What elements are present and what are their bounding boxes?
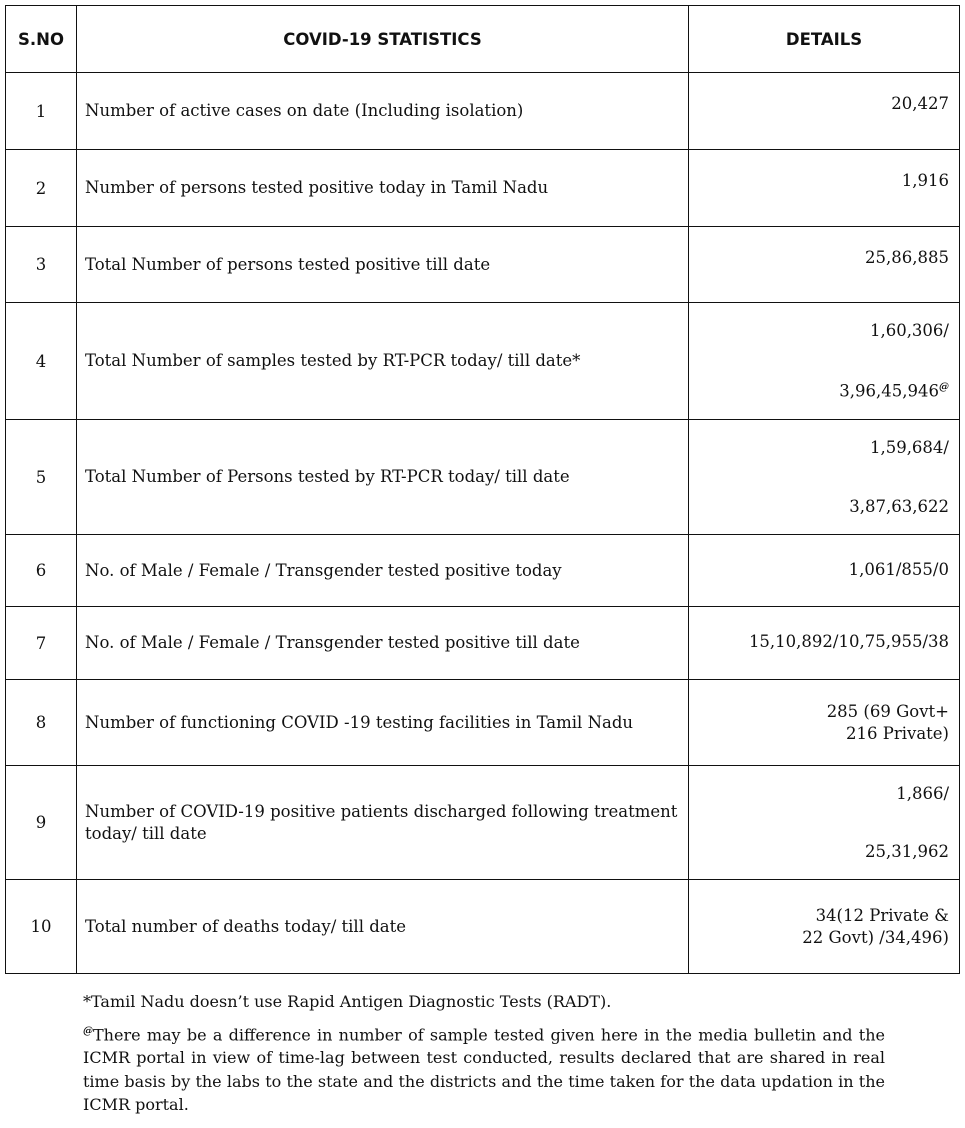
details-line: 1,60,306/ bbox=[870, 320, 949, 342]
row-label: Total number of deaths today/ till date bbox=[76, 879, 689, 974]
details-line: 25,86,885 bbox=[865, 247, 949, 269]
table-row: 10 Total number of deaths today/ till dat… bbox=[5, 879, 960, 974]
row-label: Number of active cases on date (Includin… bbox=[76, 72, 689, 150]
details-value: 1,59,684/ bbox=[869, 437, 949, 457]
header-row: S.NO COVID-19 STATISTICS DETAILS bbox=[5, 5, 960, 73]
row-sno: 7 bbox=[5, 606, 77, 680]
footnote-icmr-text: There may be a difference in number of s… bbox=[83, 1024, 885, 1115]
row-label: Total Number of persons tested positive … bbox=[76, 226, 689, 303]
details-value: 216 Private) bbox=[846, 723, 949, 743]
header-sno: S.NO bbox=[5, 5, 77, 73]
header-statistics: COVID-19 STATISTICS bbox=[76, 5, 689, 73]
table-row: 3 Total Number of persons tested positive… bbox=[5, 226, 960, 303]
details-line: 1,866/ bbox=[896, 783, 949, 805]
footnote-icmr: @There may be a difference in number of … bbox=[83, 1020, 885, 1117]
details-value: 25,31,962 bbox=[865, 841, 949, 861]
table-row: 9 Number of COVID-19 positive patients di… bbox=[5, 765, 960, 880]
row-sno: 3 bbox=[5, 226, 77, 303]
row-details: 34(12 Private & 22 Govt) /34,496) bbox=[688, 879, 960, 974]
row-details: 1,60,306/3,96,45,946@ bbox=[688, 302, 960, 420]
table-row: 5 Total Number of Persons tested by RT-PC… bbox=[5, 419, 960, 535]
row-label: No. of Male / Female / Transgender teste… bbox=[76, 534, 689, 607]
row-details: 1,866/25,31,962 bbox=[688, 765, 960, 880]
details-value: 34(12 Private & bbox=[815, 905, 949, 925]
details-line: 1,916 bbox=[902, 170, 949, 192]
details-value: 20,427 bbox=[891, 94, 949, 113]
row-sno: 4 bbox=[5, 302, 77, 420]
header-details: DETAILS bbox=[688, 5, 960, 73]
row-details: 1,916 bbox=[688, 149, 960, 227]
details-value: 22 Govt) /34,496) bbox=[802, 927, 949, 947]
footnotes: *Tamil Nadu doesn’t use Rapid Antigen Di… bbox=[83, 990, 885, 1123]
table-row: 2 Number of persons tested positive today… bbox=[5, 149, 960, 227]
table-row: 4 Total Number of samples tested by RT-PC… bbox=[5, 302, 960, 420]
table-row: 6 No. of Male / Female / Transgender test… bbox=[5, 534, 960, 607]
row-label: No. of Male / Female / Transgender teste… bbox=[76, 606, 689, 680]
row-label: Number of functioning COVID -19 testing … bbox=[76, 679, 689, 766]
row-sno: 1 bbox=[5, 72, 77, 150]
details-value: 1,061/855/0 bbox=[848, 560, 949, 579]
details-value: 1,866/ bbox=[896, 783, 949, 803]
details-line: 3,87,63,622 bbox=[849, 496, 949, 518]
row-sno: 8 bbox=[5, 679, 77, 766]
details-value: 1,60,306/ bbox=[869, 320, 949, 340]
details-line: 3,96,45,946@ bbox=[839, 377, 949, 403]
covid-statistics-table: S.NO COVID-19 STATISTICS DETAILS 1 Number… bbox=[5, 5, 960, 974]
table-row: 1 Number of active cases on date (Includi… bbox=[5, 72, 960, 150]
row-label: Total Number of samples tested by RT-PCR… bbox=[76, 302, 689, 420]
details-value: 3,96,45,946 bbox=[839, 381, 939, 401]
row-label: Total Number of Persons tested by RT-PCR… bbox=[76, 419, 689, 535]
table-row: 8 Number of functioning COVID -19 testing… bbox=[5, 679, 960, 766]
details-line: 34(12 Private & bbox=[816, 905, 949, 927]
details-value: 1,916 bbox=[901, 171, 949, 190]
details-line: 1,59,684/ bbox=[870, 437, 949, 459]
details-value: 15,10,892/10,75,955/38 bbox=[748, 632, 949, 651]
footnote-mark: @ bbox=[83, 1025, 93, 1037]
row-sno: 9 bbox=[5, 765, 77, 880]
row-details: 285 (69 Govt+ 216 Private) bbox=[688, 679, 960, 766]
row-label: Number of COVID-19 positive patients dis… bbox=[76, 765, 689, 880]
row-details: 15,10,892/10,75,955/38 bbox=[688, 606, 960, 680]
details-line: 22 Govt) /34,496) bbox=[802, 927, 949, 949]
row-details: 20,427 bbox=[688, 72, 960, 150]
table-row: 7 No. of Male / Female / Transgender test… bbox=[5, 606, 960, 680]
row-details: 1,061/855/0 bbox=[688, 534, 960, 607]
details-value: 25,86,885 bbox=[865, 248, 949, 267]
details-line: 25,31,962 bbox=[865, 841, 949, 863]
details-line: 15,10,892/10,75,955/38 bbox=[749, 631, 949, 653]
details-line: 216 Private) bbox=[846, 723, 949, 745]
superscript-mark: @ bbox=[939, 382, 949, 393]
footnote-radt: *Tamil Nadu doesn’t use Rapid Antigen Di… bbox=[83, 992, 612, 1011]
details-line: 20,427 bbox=[891, 93, 949, 115]
row-sno: 6 bbox=[5, 534, 77, 607]
row-sno: 5 bbox=[5, 419, 77, 535]
details-line: 1,061/855/0 bbox=[849, 559, 949, 581]
row-label: Number of persons tested positive today … bbox=[76, 149, 689, 227]
row-details: 25,86,885 bbox=[688, 226, 960, 303]
details-value: 285 (69 Govt+ bbox=[826, 701, 949, 721]
details-value: 3,87,63,622 bbox=[849, 496, 949, 516]
details-line: 285 (69 Govt+ bbox=[827, 701, 949, 723]
row-details: 1,59,684/3,87,63,622 bbox=[688, 419, 960, 535]
row-sno: 2 bbox=[5, 149, 77, 227]
row-sno: 10 bbox=[5, 879, 77, 974]
